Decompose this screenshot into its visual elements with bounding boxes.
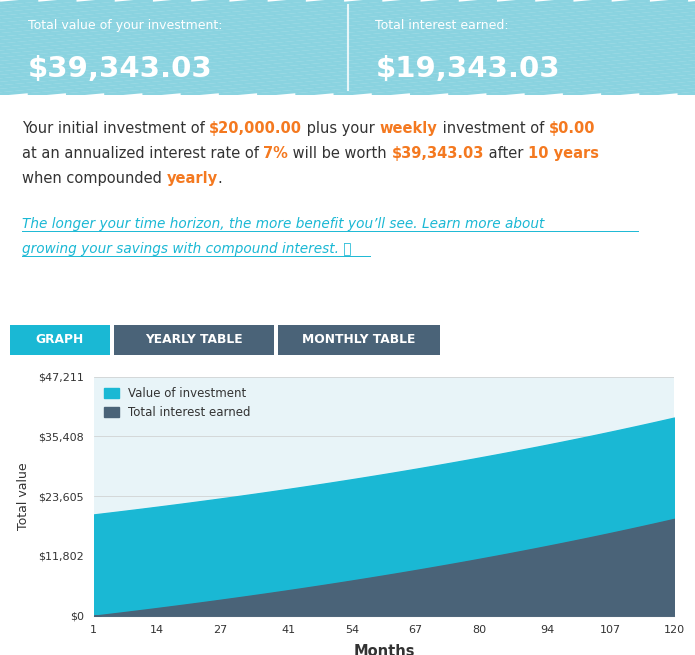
Text: $39,343.03: $39,343.03	[28, 55, 213, 83]
Text: will be worth: will be worth	[288, 146, 391, 161]
Text: The longer your time horizon, the more benefit you’ll see. Learn more about: The longer your time horizon, the more b…	[22, 217, 544, 231]
Y-axis label: Total value: Total value	[17, 462, 30, 530]
Text: when compounded: when compounded	[22, 171, 167, 186]
Text: $19,343.03: $19,343.03	[375, 55, 560, 83]
Text: $0.00: $0.00	[548, 121, 595, 136]
Text: yearly: yearly	[167, 171, 218, 186]
Text: 7%: 7%	[263, 146, 288, 161]
Text: GRAPH: GRAPH	[36, 333, 84, 346]
Text: MONTHLY TABLE: MONTHLY TABLE	[302, 333, 416, 346]
Text: weekly: weekly	[379, 121, 437, 136]
FancyBboxPatch shape	[278, 325, 440, 355]
Text: investment of: investment of	[437, 121, 548, 136]
Text: $20,000.00: $20,000.00	[209, 121, 302, 136]
FancyBboxPatch shape	[114, 325, 274, 355]
Text: Your initial investment of: Your initial investment of	[22, 121, 209, 136]
Text: .: .	[218, 171, 222, 186]
Text: after: after	[484, 146, 528, 161]
X-axis label: Months: Months	[353, 644, 415, 655]
Text: plus your: plus your	[302, 121, 379, 136]
Text: Total interest earned:: Total interest earned:	[375, 19, 509, 32]
Text: YEARLY TABLE: YEARLY TABLE	[145, 333, 243, 346]
FancyBboxPatch shape	[10, 325, 110, 355]
Text: $39,343.03: $39,343.03	[391, 146, 484, 161]
Text: at an annualized interest rate of: at an annualized interest rate of	[22, 146, 263, 161]
Text: Total value of your investment:: Total value of your investment:	[28, 19, 222, 32]
Text: growing your savings with compound interest. ⧉: growing your savings with compound inter…	[22, 242, 352, 255]
Legend: Value of investment, Total interest earned: Value of investment, Total interest earn…	[99, 383, 255, 424]
Text: 10 years: 10 years	[528, 146, 599, 161]
